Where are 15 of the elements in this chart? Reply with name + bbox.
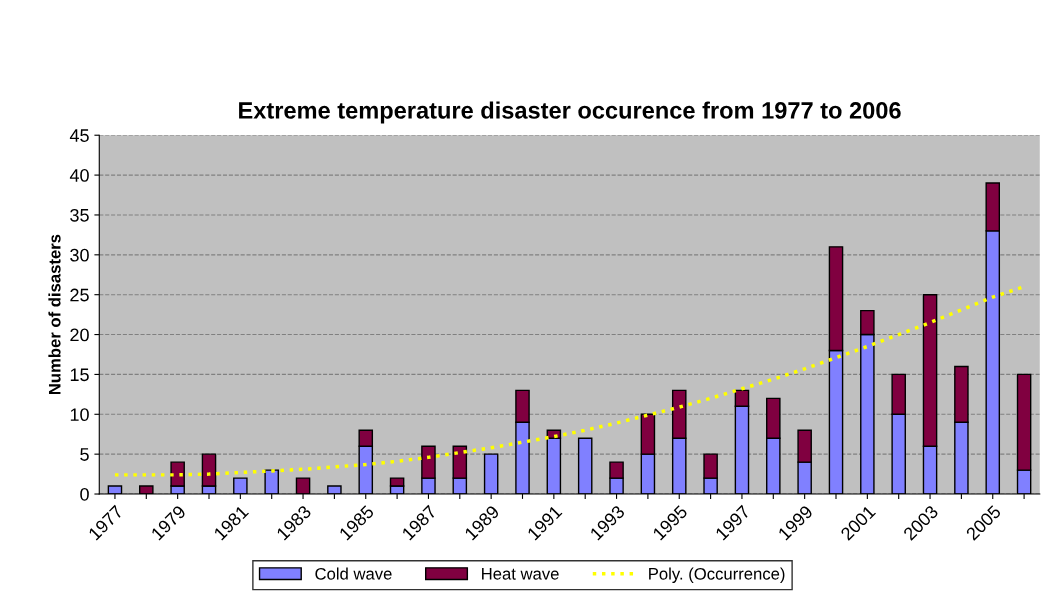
legend-label: Heat wave <box>482 568 559 580</box>
y-tick-label: 35 <box>70 208 89 222</box>
y-tick-label: 15 <box>70 368 89 382</box>
y-tick-label: 20 <box>70 328 89 342</box>
chart-title: Extreme temperature disaster occurence from 1977 to 2006 <box>239 101 901 124</box>
y-tick-label: 10 <box>70 408 89 422</box>
y-tick-label: 30 <box>70 248 89 262</box>
y-tick-label: 25 <box>70 288 89 302</box>
y-tick-label: 5 <box>80 448 89 461</box>
legend-label: Poly. (Occurrence) <box>649 567 785 583</box>
y-axis-title: Number of disasters <box>48 234 61 395</box>
y-tick-label: 40 <box>69 169 89 182</box>
y-tick-label: 45 <box>69 129 89 142</box>
legend-label: Cold wave <box>315 567 392 580</box>
y-tick-label: 0 <box>80 487 89 501</box>
